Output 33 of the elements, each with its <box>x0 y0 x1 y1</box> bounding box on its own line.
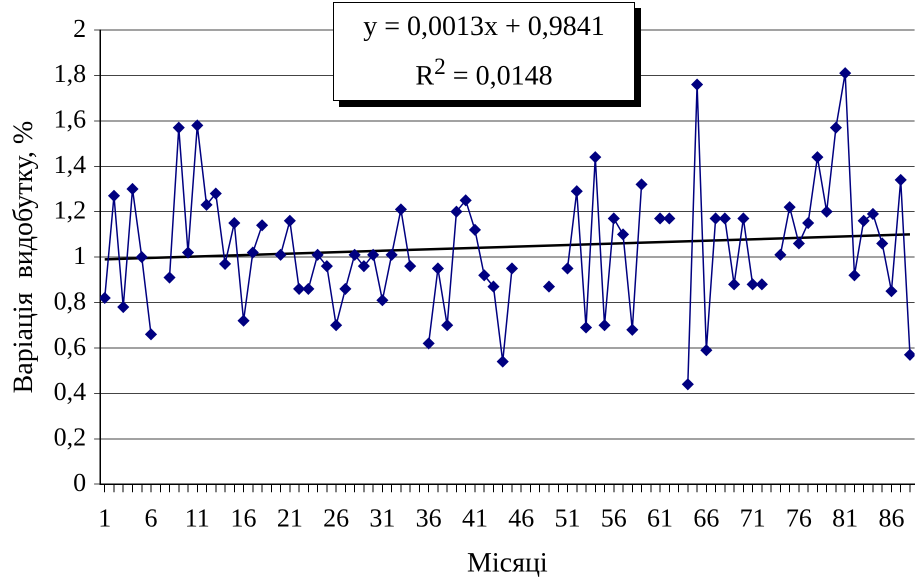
x-tick-label: 76 <box>786 504 812 533</box>
x-tick-label: 31 <box>369 504 396 533</box>
x-tick-label: 66 <box>693 504 720 533</box>
x-tick-label: 16 <box>230 504 257 533</box>
y-tick-label: 1 <box>73 240 86 270</box>
x-tick-label: 11 <box>184 504 210 533</box>
x-tick-label: 71 <box>740 504 766 533</box>
x-tick-label: 26 <box>323 504 350 533</box>
y-tick-label: 0,8 <box>54 286 86 316</box>
x-tick-label: 36 <box>416 504 442 533</box>
x-tick-label: 6 <box>144 504 158 533</box>
y-tick-label: 0,6 <box>54 332 86 361</box>
y-tick-label: 1,6 <box>54 104 86 134</box>
x-tick-label: 46 <box>508 504 534 533</box>
y-tick-label: 1,4 <box>54 150 86 180</box>
x-tick-label: 61 <box>647 504 674 533</box>
y-tick-label: 2 <box>73 14 86 43</box>
x-tick-label: 21 <box>276 504 303 533</box>
y-tick-label: 1,2 <box>54 196 86 225</box>
y-tick-label: 0 <box>73 468 86 498</box>
x-tick-label: 51 <box>554 504 581 533</box>
x-tick-label: 81 <box>832 504 858 533</box>
y-tick-label: 0,4 <box>54 377 86 406</box>
y-tick-label: 1,8 <box>54 59 86 88</box>
x-tick-label: 86 <box>878 504 904 533</box>
x-axis-title: Місяці <box>466 548 548 579</box>
x-tick-label: 1 <box>98 504 112 533</box>
y-axis-title: Варіація видобутку, % <box>8 120 40 394</box>
y-tick-label: 0,2 <box>54 422 86 452</box>
annotation: R$^{2}$ = 0,0148 <box>414 53 554 94</box>
x-tick-label: 41 <box>462 504 488 533</box>
annotation: y = 0,0013x + 0,9841 <box>362 10 606 44</box>
x-tick-label: 56 <box>600 504 627 533</box>
